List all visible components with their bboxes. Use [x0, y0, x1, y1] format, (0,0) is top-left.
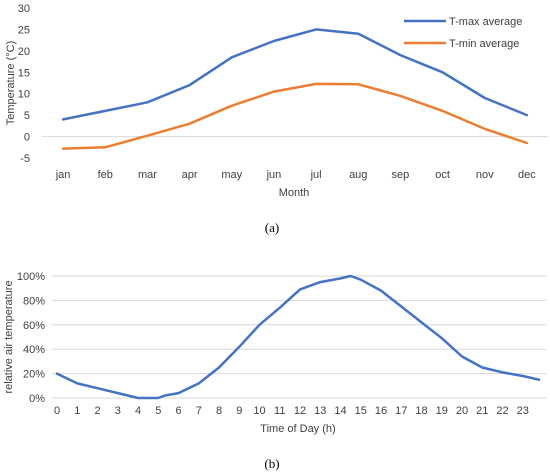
a-x-tick-label: jun [266, 169, 282, 181]
a-x-tick-label: feb [98, 169, 113, 181]
b-x-tick-label: 20 [456, 405, 468, 417]
a-series-line-2 [61, 82, 529, 150]
b-x-tick-label: 6 [175, 405, 181, 417]
a-x-tick-label: apr [182, 169, 198, 181]
b-x-tick-label: 5 [155, 405, 161, 417]
b-x-tick-label: 7 [196, 405, 202, 417]
a-legend-label-1: T-max average [449, 16, 522, 28]
a-legend-label-2: T-min average [449, 38, 519, 50]
b-x-tick-label: 23 [517, 405, 529, 417]
b-x-tick-label: 14 [334, 405, 346, 417]
a-x-tick-label: sep [392, 169, 410, 181]
a-y-tick-label: 0 [24, 132, 30, 144]
b-x-tick-label: 0 [54, 405, 60, 417]
a-caption: (a) [265, 220, 279, 235]
b-y-tick-label: 40% [23, 344, 45, 356]
b-x-tick-label: 16 [375, 405, 387, 417]
b-x-tick-label: 11 [274, 405, 285, 417]
a-x-axis-title: Month [279, 187, 310, 199]
a-y-tick-label: 30 [18, 3, 30, 15]
a-series-line-1 [61, 28, 529, 121]
a-x-tick-label: nov [476, 169, 494, 181]
a-y-tick-label: 25 [18, 24, 30, 36]
a-x-tick-label: dec [518, 169, 536, 181]
b-x-tick-label: 9 [236, 405, 242, 417]
b-x-tick-label: 2 [94, 405, 100, 417]
a-x-tick-label: aug [349, 169, 367, 181]
a-x-tick-label: jul [310, 169, 322, 181]
b-caption: (b) [264, 456, 279, 471]
b-x-tick-label: 10 [253, 405, 265, 417]
a-x-tick-label: may [221, 169, 242, 181]
b-x-tick-label: 1 [74, 405, 80, 417]
b-series-line-1 [55, 274, 541, 400]
b-x-tick-label: 17 [395, 405, 407, 417]
b-x-axis-title: Time of Day (h) [260, 423, 335, 435]
a-x-tick-label: mar [138, 169, 157, 181]
b-y-axis-title: relative air temperature [3, 280, 15, 393]
b-y-tick-label: 100% [17, 271, 45, 283]
a-y-tick-label: 20 [18, 46, 30, 58]
b-y-tick-label: 60% [23, 320, 45, 332]
b-x-tick-label: 22 [496, 405, 508, 417]
b-y-tick-label: 0% [29, 393, 45, 405]
a-y-tick-label: -5 [20, 153, 30, 165]
b-y-tick-label: 20% [23, 369, 45, 381]
a-x-tick-label: oct [435, 169, 450, 181]
b-x-tick-label: 18 [415, 405, 427, 417]
a-y-axis-title: Temperature (°C) [5, 41, 17, 125]
b-x-tick-label: 4 [135, 405, 141, 417]
b-x-tick-label: 13 [314, 405, 326, 417]
a-y-tick-label: 10 [18, 89, 30, 101]
b-x-tick-label: 15 [355, 405, 367, 417]
b-x-tick-label: 21 [476, 405, 488, 417]
b-x-tick-label: 19 [436, 405, 448, 417]
b-x-tick-label: 3 [115, 405, 121, 417]
b-x-tick-label: 12 [294, 405, 306, 417]
a-y-tick-label: 5 [24, 110, 30, 122]
b-x-tick-label: 8 [216, 405, 222, 417]
a-y-tick-label: 15 [18, 67, 30, 79]
b-y-tick-label: 80% [23, 295, 45, 307]
a-x-tick-label: jan [55, 169, 71, 181]
